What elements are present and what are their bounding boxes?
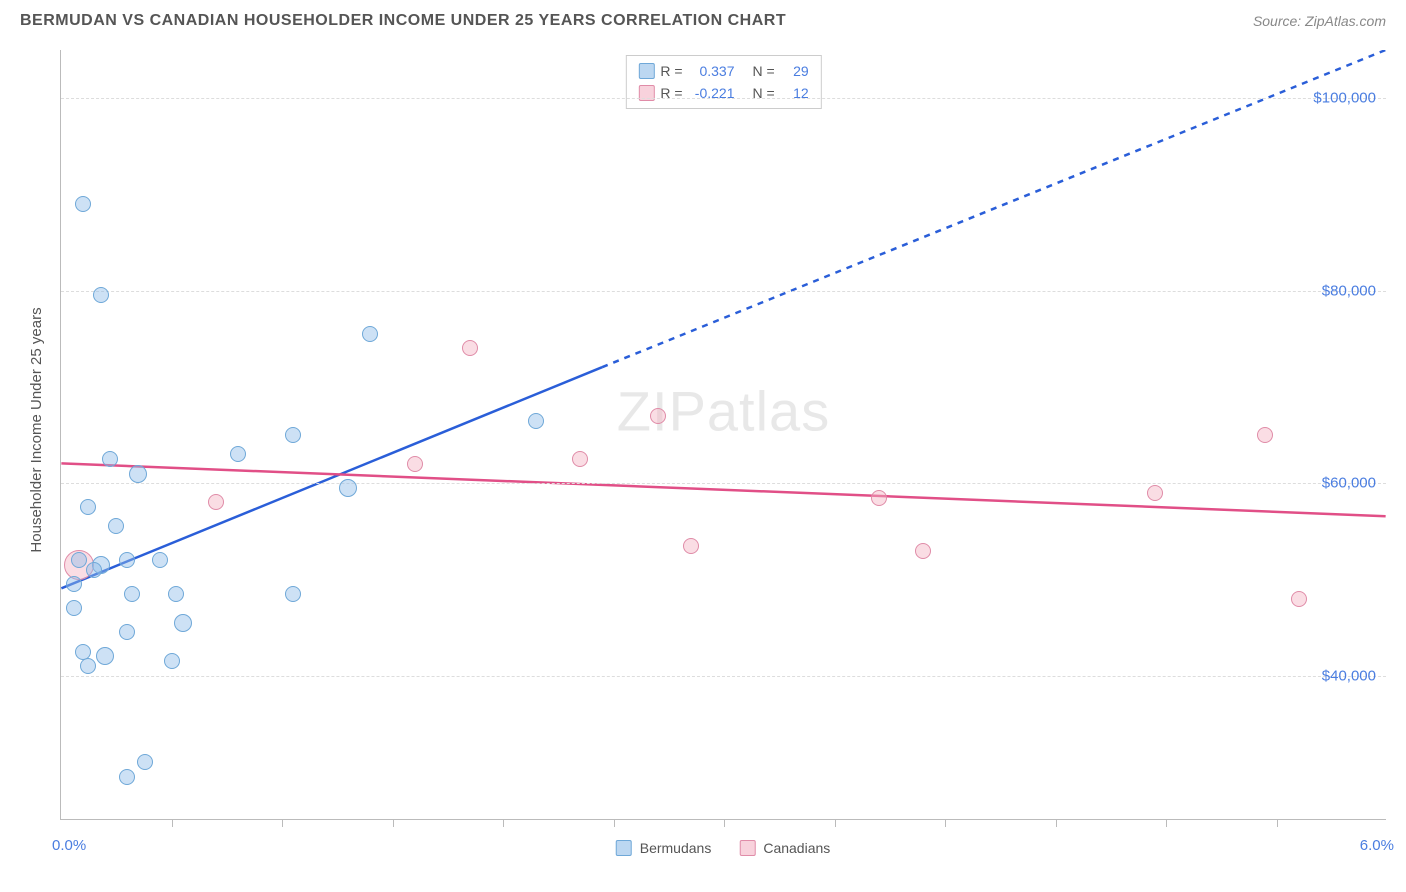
- x-tick: [835, 819, 836, 827]
- plot-area: ZIPatlas R = 0.337 N = 29 R = -0.221 N =…: [60, 50, 1386, 820]
- trendlines: [61, 50, 1386, 819]
- data-point-blue: [124, 586, 140, 602]
- data-point-blue: [164, 653, 180, 669]
- data-point-blue: [75, 196, 91, 212]
- data-point-blue: [168, 586, 184, 602]
- chart-area: ZIPatlas R = 0.337 N = 29 R = -0.221 N =…: [60, 50, 1386, 820]
- y-axis-label: Householder Income Under 25 years: [28, 307, 45, 552]
- swatch-blue: [638, 63, 654, 79]
- n-label: N =: [753, 82, 775, 104]
- x-max-label: 6.0%: [1360, 837, 1394, 854]
- stats-box: R = 0.337 N = 29 R = -0.221 N = 12: [625, 55, 821, 109]
- y-tick-label: $80,000: [1322, 282, 1376, 299]
- y-tick-label: $40,000: [1322, 667, 1376, 684]
- data-point-pink: [1147, 485, 1163, 501]
- data-point-blue: [119, 769, 135, 785]
- data-point-pink: [915, 543, 931, 559]
- legend-label-pink: Canadians: [763, 840, 830, 856]
- y-tick-label: $100,000: [1313, 90, 1376, 107]
- data-point-pink: [407, 456, 423, 472]
- stats-row-blue: R = 0.337 N = 29: [638, 60, 808, 82]
- gridline: [61, 291, 1386, 292]
- gridline: [61, 483, 1386, 484]
- y-tick-label: $60,000: [1322, 475, 1376, 492]
- data-point-pink: [871, 490, 887, 506]
- stats-row-pink: R = -0.221 N = 12: [638, 82, 808, 104]
- swatch-pink: [739, 840, 755, 856]
- gridline: [61, 98, 1386, 99]
- data-point-blue: [119, 624, 135, 640]
- x-tick: [503, 819, 504, 827]
- data-point-blue: [93, 287, 109, 303]
- chart-source: Source: ZipAtlas.com: [1253, 13, 1386, 29]
- x-tick: [1166, 819, 1167, 827]
- data-point-blue: [230, 446, 246, 462]
- x-tick: [282, 819, 283, 827]
- data-point-pink: [572, 451, 588, 467]
- data-point-blue: [80, 658, 96, 674]
- chart-title: BERMUDAN VS CANADIAN HOUSEHOLDER INCOME …: [20, 12, 786, 30]
- r-value-pink: -0.221: [689, 82, 735, 104]
- r-value-blue: 0.337: [689, 60, 735, 82]
- data-point-blue: [119, 552, 135, 568]
- data-point-blue: [102, 451, 118, 467]
- chart-header: BERMUDAN VS CANADIAN HOUSEHOLDER INCOME …: [0, 0, 1406, 38]
- data-point-pink: [650, 408, 666, 424]
- data-point-blue: [137, 754, 153, 770]
- watermark: ZIPatlas: [617, 379, 830, 444]
- legend-label-blue: Bermudans: [640, 840, 712, 856]
- swatch-blue: [616, 840, 632, 856]
- data-point-pink: [1291, 591, 1307, 607]
- data-point-pink: [208, 494, 224, 510]
- n-value-pink: 12: [781, 82, 809, 104]
- data-point-blue: [174, 614, 192, 632]
- gridline: [61, 676, 1386, 677]
- data-point-blue: [362, 326, 378, 342]
- data-point-blue: [285, 427, 301, 443]
- x-tick: [945, 819, 946, 827]
- data-point-blue: [96, 647, 114, 665]
- legend: Bermudans Canadians: [616, 840, 831, 856]
- data-point-pink: [462, 340, 478, 356]
- data-point-pink: [1257, 427, 1273, 443]
- data-point-blue: [71, 552, 87, 568]
- x-tick: [614, 819, 615, 827]
- x-tick: [172, 819, 173, 827]
- data-point-blue: [66, 576, 82, 592]
- data-point-blue: [528, 413, 544, 429]
- data-point-blue: [66, 600, 82, 616]
- x-tick: [393, 819, 394, 827]
- legend-item-blue: Bermudans: [616, 840, 712, 856]
- data-point-blue: [108, 518, 124, 534]
- n-label: N =: [753, 60, 775, 82]
- x-min-label: 0.0%: [52, 837, 86, 854]
- n-value-blue: 29: [781, 60, 809, 82]
- data-point-blue: [80, 499, 96, 515]
- x-tick: [724, 819, 725, 827]
- data-point-pink: [683, 538, 699, 554]
- r-label: R =: [660, 60, 682, 82]
- data-point-blue: [339, 479, 357, 497]
- data-point-blue: [285, 586, 301, 602]
- legend-item-pink: Canadians: [739, 840, 830, 856]
- r-label: R =: [660, 82, 682, 104]
- x-tick: [1056, 819, 1057, 827]
- data-point-blue: [86, 562, 102, 578]
- data-point-blue: [129, 465, 147, 483]
- data-point-blue: [152, 552, 168, 568]
- x-tick: [1277, 819, 1278, 827]
